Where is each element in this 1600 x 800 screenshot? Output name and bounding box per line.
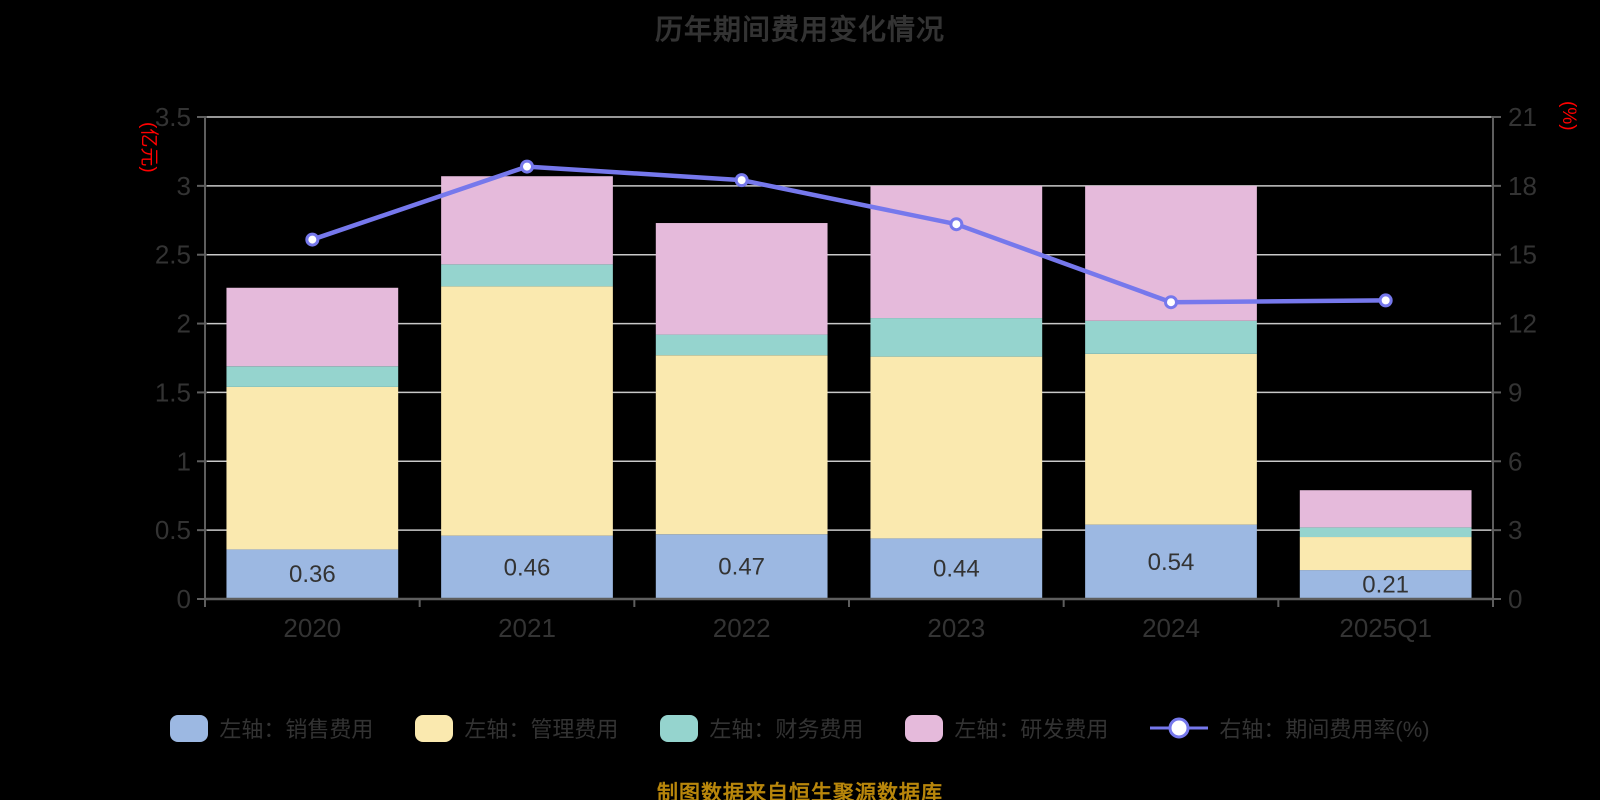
bar-segment-3[interactable] xyxy=(226,287,399,367)
right-axis-unit: (%) xyxy=(1558,101,1579,131)
left-axis-tick-label: 2.5 xyxy=(155,240,191,270)
bar-segment-1[interactable] xyxy=(870,356,1043,539)
legend-item-line[interactable]: 右轴：期间费用率(%) xyxy=(1150,712,1430,744)
right-axis-tick-label: 18 xyxy=(1508,171,1537,201)
right-axis-tick-label: 3 xyxy=(1508,515,1522,545)
legend-swatch-icon xyxy=(170,714,209,742)
x-axis-label: 2021 xyxy=(498,613,556,643)
bar-segment-0[interactable] xyxy=(655,534,828,599)
bar-segment-0[interactable] xyxy=(441,535,613,599)
legend-item-2[interactable]: 左轴：财务费用 xyxy=(660,712,863,744)
bar-value-label: 0.54 xyxy=(1148,549,1195,576)
bar-segment-3[interactable] xyxy=(1299,490,1472,528)
bar-segment-0[interactable] xyxy=(1299,570,1472,599)
x-axis-label: 2023 xyxy=(927,613,985,643)
right-axis-tick-label: 12 xyxy=(1508,309,1537,339)
bar-value-label: 0.36 xyxy=(289,561,336,588)
bar-segment-2[interactable] xyxy=(1299,527,1472,538)
right-axis-tick-label: 6 xyxy=(1508,446,1522,476)
bar-segment-3[interactable] xyxy=(441,176,613,265)
chart-svg: 0.36 0.46 0.47 0.44 0.540.210 00.5 31 61.5 92 122… xyxy=(138,101,1579,643)
chart-legend: 左轴：销售费用 左轴：管理费用 左轴：财务费用 左轴：研发费用 右轴：期间费用率(%) xyxy=(0,712,1600,744)
bar-value-label: 0.47 xyxy=(718,554,765,581)
right-axis-tick-label: 21 xyxy=(1508,102,1537,132)
x-axis-label: 2025Q1 xyxy=(1339,613,1432,643)
legend-item-0[interactable]: 左轴：销售费用 xyxy=(170,712,373,744)
bar-segment-2[interactable] xyxy=(441,264,613,287)
x-axis-label: 2020 xyxy=(283,613,341,643)
left-axis-tick-label: 1 xyxy=(177,446,191,476)
bar-segment-1[interactable] xyxy=(441,286,613,536)
rate-line-marker[interactable] xyxy=(520,159,534,174)
legend-swatch-icon xyxy=(660,714,699,742)
bar-segment-1[interactable] xyxy=(1299,537,1472,571)
left-axis-tick-label: 3 xyxy=(177,171,191,201)
left-axis-tick-label: 0 xyxy=(177,584,191,614)
bar-segment-2[interactable] xyxy=(226,366,399,387)
legend-swatch-icon xyxy=(415,714,454,742)
bar-segment-3[interactable] xyxy=(655,223,828,335)
legend-label: 左轴：销售费用 xyxy=(219,717,374,742)
legend-label: 左轴：管理费用 xyxy=(464,717,619,742)
line-marker-icon xyxy=(1150,717,1209,739)
left-axis-tick-label: 0.5 xyxy=(155,515,191,545)
bar-segment-0[interactable] xyxy=(870,538,1043,599)
bar-segment-0[interactable] xyxy=(1085,524,1257,599)
legend-swatch-icon xyxy=(905,714,944,742)
bar-segment-1[interactable] xyxy=(1085,353,1257,525)
left-axis-tick-label: 1.5 xyxy=(155,377,191,407)
rate-line-marker[interactable] xyxy=(305,232,320,247)
legend-label: 左轴：财务费用 xyxy=(709,717,864,742)
legend-item-1[interactable]: 左轴：管理费用 xyxy=(415,712,618,744)
right-axis-tick-label: 15 xyxy=(1508,240,1537,270)
rate-line-marker[interactable] xyxy=(949,217,964,232)
rate-line-marker[interactable] xyxy=(1164,295,1178,310)
right-axis-tick-label: 0 xyxy=(1508,584,1522,614)
rate-line xyxy=(311,164,1386,305)
bar-segment-0[interactable] xyxy=(226,549,399,599)
chart-title: 历年期间费用变化情况 xyxy=(654,14,945,45)
legend-label: 左轴：研发费用 xyxy=(954,717,1109,742)
bar-segment-3[interactable] xyxy=(870,185,1043,319)
plot-area[interactable]: 0.36 0.46 0.47 0.44 0.54 0.21 0 0 0.5 3 1 6 1.5 9 2 12 2… xyxy=(0,0,1600,670)
bar-segment-1[interactable] xyxy=(655,355,828,535)
data-source-note: 制图数据来自恒生聚源数据库 xyxy=(657,782,943,800)
right-axis-tick-label: 9 xyxy=(1508,377,1522,407)
bar-value-label: 0.44 xyxy=(933,556,980,583)
bar-segment-2[interactable] xyxy=(870,318,1043,357)
bar-segment-2[interactable] xyxy=(655,334,828,356)
bar-value-label: 0.21 xyxy=(1362,572,1409,599)
left-axis-unit: (亿元) xyxy=(138,122,160,173)
left-axis-tick-label: 3.5 xyxy=(155,102,191,132)
bar-segment-1[interactable] xyxy=(226,386,399,550)
bar-segment-2[interactable] xyxy=(1085,320,1257,354)
rate-line-marker[interactable] xyxy=(1378,293,1393,308)
left-axis-tick-label: 2 xyxy=(177,309,191,339)
legend-label: 右轴：期间费用率(%) xyxy=(1219,717,1430,742)
x-axis-label: 2024 xyxy=(1142,613,1200,643)
legend-item-3[interactable]: 左轴：研发费用 xyxy=(905,712,1108,744)
rate-line-marker[interactable] xyxy=(734,173,749,188)
x-axis-label: 2022 xyxy=(713,613,771,643)
bar-value-label: 0.46 xyxy=(504,554,551,581)
